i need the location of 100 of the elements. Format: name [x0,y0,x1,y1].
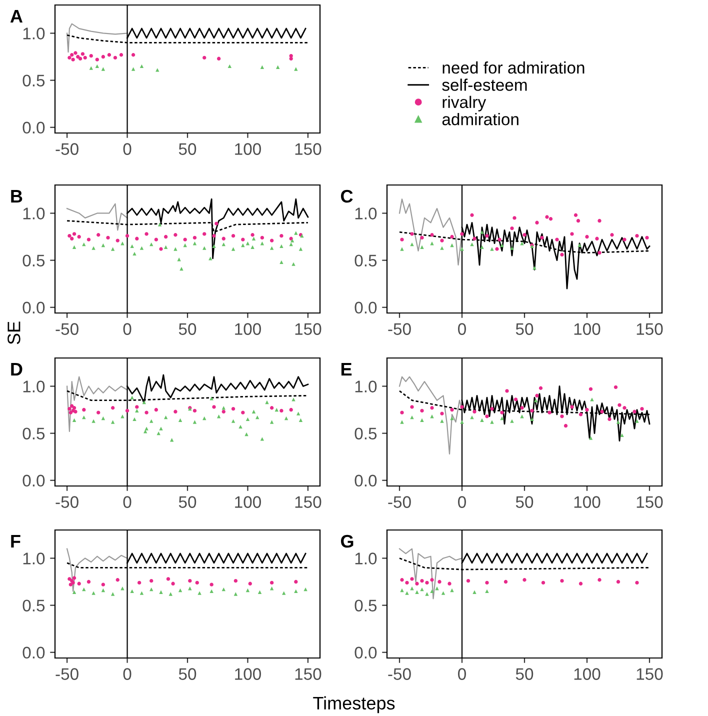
point [585,408,589,412]
point [178,588,182,592]
point [498,238,502,242]
point [130,244,134,248]
line-series [66,23,128,53]
point [248,582,252,586]
y-tick-label: 1.0 [355,552,377,564]
point [410,405,414,409]
point [405,591,409,595]
x-tick-label: 150 [636,496,663,508]
point [490,420,494,424]
point [282,591,286,595]
point [522,233,526,237]
point [425,592,429,596]
y-tick-label: 0.0 [354,302,377,314]
point [72,406,76,410]
point [222,242,226,246]
point [77,234,81,239]
point [72,418,76,422]
point [548,217,553,221]
y-tick-label: 1.0 [23,208,45,220]
point [107,53,112,57]
point [246,242,250,246]
point [241,238,245,242]
point [560,252,564,256]
x-tick-label: 50 [178,323,196,335]
point [216,56,221,60]
x-axis-title: Timesteps [313,696,395,714]
point [470,213,474,217]
point [450,234,454,239]
point [125,234,130,238]
point [430,233,434,237]
x-tick-label: -50 [56,323,78,335]
point [460,405,464,409]
point [92,419,96,423]
point [252,236,256,240]
point [522,578,526,582]
point [78,56,82,60]
point [296,412,300,416]
point [140,591,144,595]
point [280,408,284,413]
point [195,580,199,585]
point [83,56,87,60]
point [495,247,499,251]
point [250,245,254,249]
x-tick-label: -50 [56,496,78,508]
point [156,68,160,72]
point [618,403,622,407]
point [616,580,620,584]
point [548,410,552,414]
point [212,234,216,238]
point [415,582,419,586]
point [178,418,182,422]
x-tick-label: 50 [178,143,196,155]
point [425,580,429,585]
point [420,408,424,413]
point [231,234,236,238]
point [72,232,76,236]
y-tick-label: 0.5 [354,600,377,612]
point [174,247,178,251]
x-tick-label: 100 [574,668,600,680]
point [564,424,568,428]
point [260,437,264,441]
point [585,234,589,239]
point [202,416,206,420]
point [202,56,206,60]
point [86,238,91,242]
point [150,242,154,246]
x-tick-label: 0 [458,496,466,508]
point [231,406,236,411]
point [510,226,514,230]
legend-label: self-esteem [442,78,527,91]
point [430,578,434,582]
point [294,231,298,235]
line-series [66,203,128,231]
point [534,398,538,402]
point [280,260,284,264]
point [202,246,206,250]
point [570,232,574,236]
point [250,233,254,237]
point [400,420,404,424]
x-tick-label: 150 [636,668,663,680]
point [622,406,626,410]
point [228,64,232,68]
point [292,262,296,266]
point [135,405,139,409]
point [70,53,74,57]
point [640,406,644,411]
point [460,420,464,424]
y-axis-title: SE [8,322,20,344]
point [95,58,99,62]
line-series [398,548,463,600]
point [71,58,75,62]
point [598,250,602,255]
point [74,51,78,55]
point [520,406,524,410]
x-tick-label: 100 [574,323,600,335]
point [410,232,414,236]
y-tick-label: 0.0 [22,302,45,314]
x-tick-label: -50 [56,143,78,155]
